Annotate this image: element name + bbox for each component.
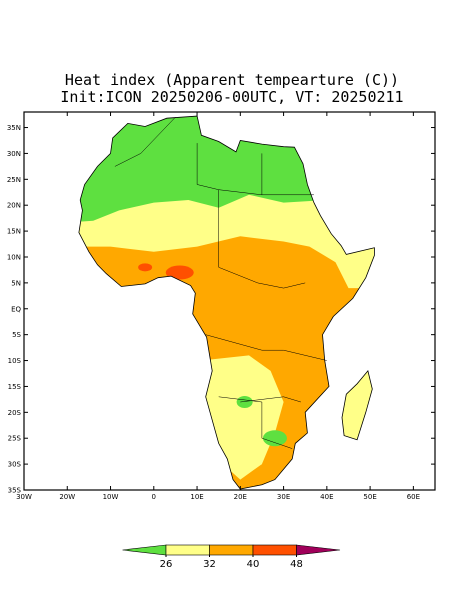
- colorbar-label: 48: [290, 559, 303, 570]
- border: [218, 396, 293, 449]
- coastlines: [78, 115, 375, 490]
- lat-tick-label: 5N: [11, 279, 21, 287]
- lat-tick-label: 20N: [7, 202, 21, 210]
- colorbar-segment: [209, 544, 254, 556]
- lat-tick-label: 35N: [7, 124, 21, 132]
- lat-tick-label: 30S: [8, 461, 22, 469]
- lon-tick-label: 10E: [190, 493, 203, 501]
- colorbar-segment: [165, 544, 210, 556]
- coastline: [78, 115, 375, 490]
- zone-green-patch: [262, 430, 287, 447]
- lon-tick-label: 20E: [234, 493, 247, 501]
- lat-tick-label: 5S: [12, 331, 21, 339]
- lon-tick-label: 20W: [59, 493, 75, 501]
- lat-tick-label: 15S: [8, 383, 22, 391]
- lon-tick-label: 0: [152, 493, 156, 501]
- colorbar-label: 26: [160, 559, 173, 570]
- lat-tick-label: 10N: [7, 253, 21, 261]
- colorbar-segment: [252, 544, 297, 556]
- border: [114, 117, 176, 167]
- lat-tick-label: 35S: [8, 487, 22, 495]
- title: Heat index (Apparent tempearture (C)): [65, 71, 399, 89]
- madagascar: [341, 370, 373, 441]
- lat-tick-label: 10S: [8, 357, 22, 365]
- colorbar-high: [296, 544, 341, 556]
- lat-tick-label: 25S: [8, 435, 22, 443]
- colorbar-low: [122, 544, 167, 556]
- border: [240, 396, 301, 403]
- zone-green-patch: [236, 395, 253, 408]
- lon-tick-label: 10W: [103, 493, 119, 501]
- lat-tick-label: EQ: [11, 305, 21, 313]
- map-frame: [23, 111, 436, 491]
- colorbar-label: 40: [247, 559, 260, 570]
- lat-tick-label: 15N: [7, 228, 21, 236]
- colorbar-label: 32: [203, 559, 216, 570]
- border: [218, 189, 306, 289]
- lon-tick-label: 40E: [320, 493, 333, 501]
- border: [205, 334, 327, 361]
- lon-tick-label: 30W: [16, 493, 32, 501]
- zone-red-patch: [138, 263, 153, 272]
- zone-red-patch: [165, 265, 194, 280]
- subtitle: Init:ICON 20250206-00UTC, VT: 20250211: [60, 88, 403, 106]
- lon-tick-label: 30E: [277, 493, 290, 501]
- lat-tick-label: 20S: [8, 409, 22, 417]
- lat-tick-label: 25N: [7, 176, 21, 184]
- heat-field: [78, 116, 375, 489]
- lat-tick-label: 30N: [7, 150, 21, 158]
- lon-tick-label: 50E: [363, 493, 376, 501]
- lon-tick-label: 60E: [407, 493, 420, 501]
